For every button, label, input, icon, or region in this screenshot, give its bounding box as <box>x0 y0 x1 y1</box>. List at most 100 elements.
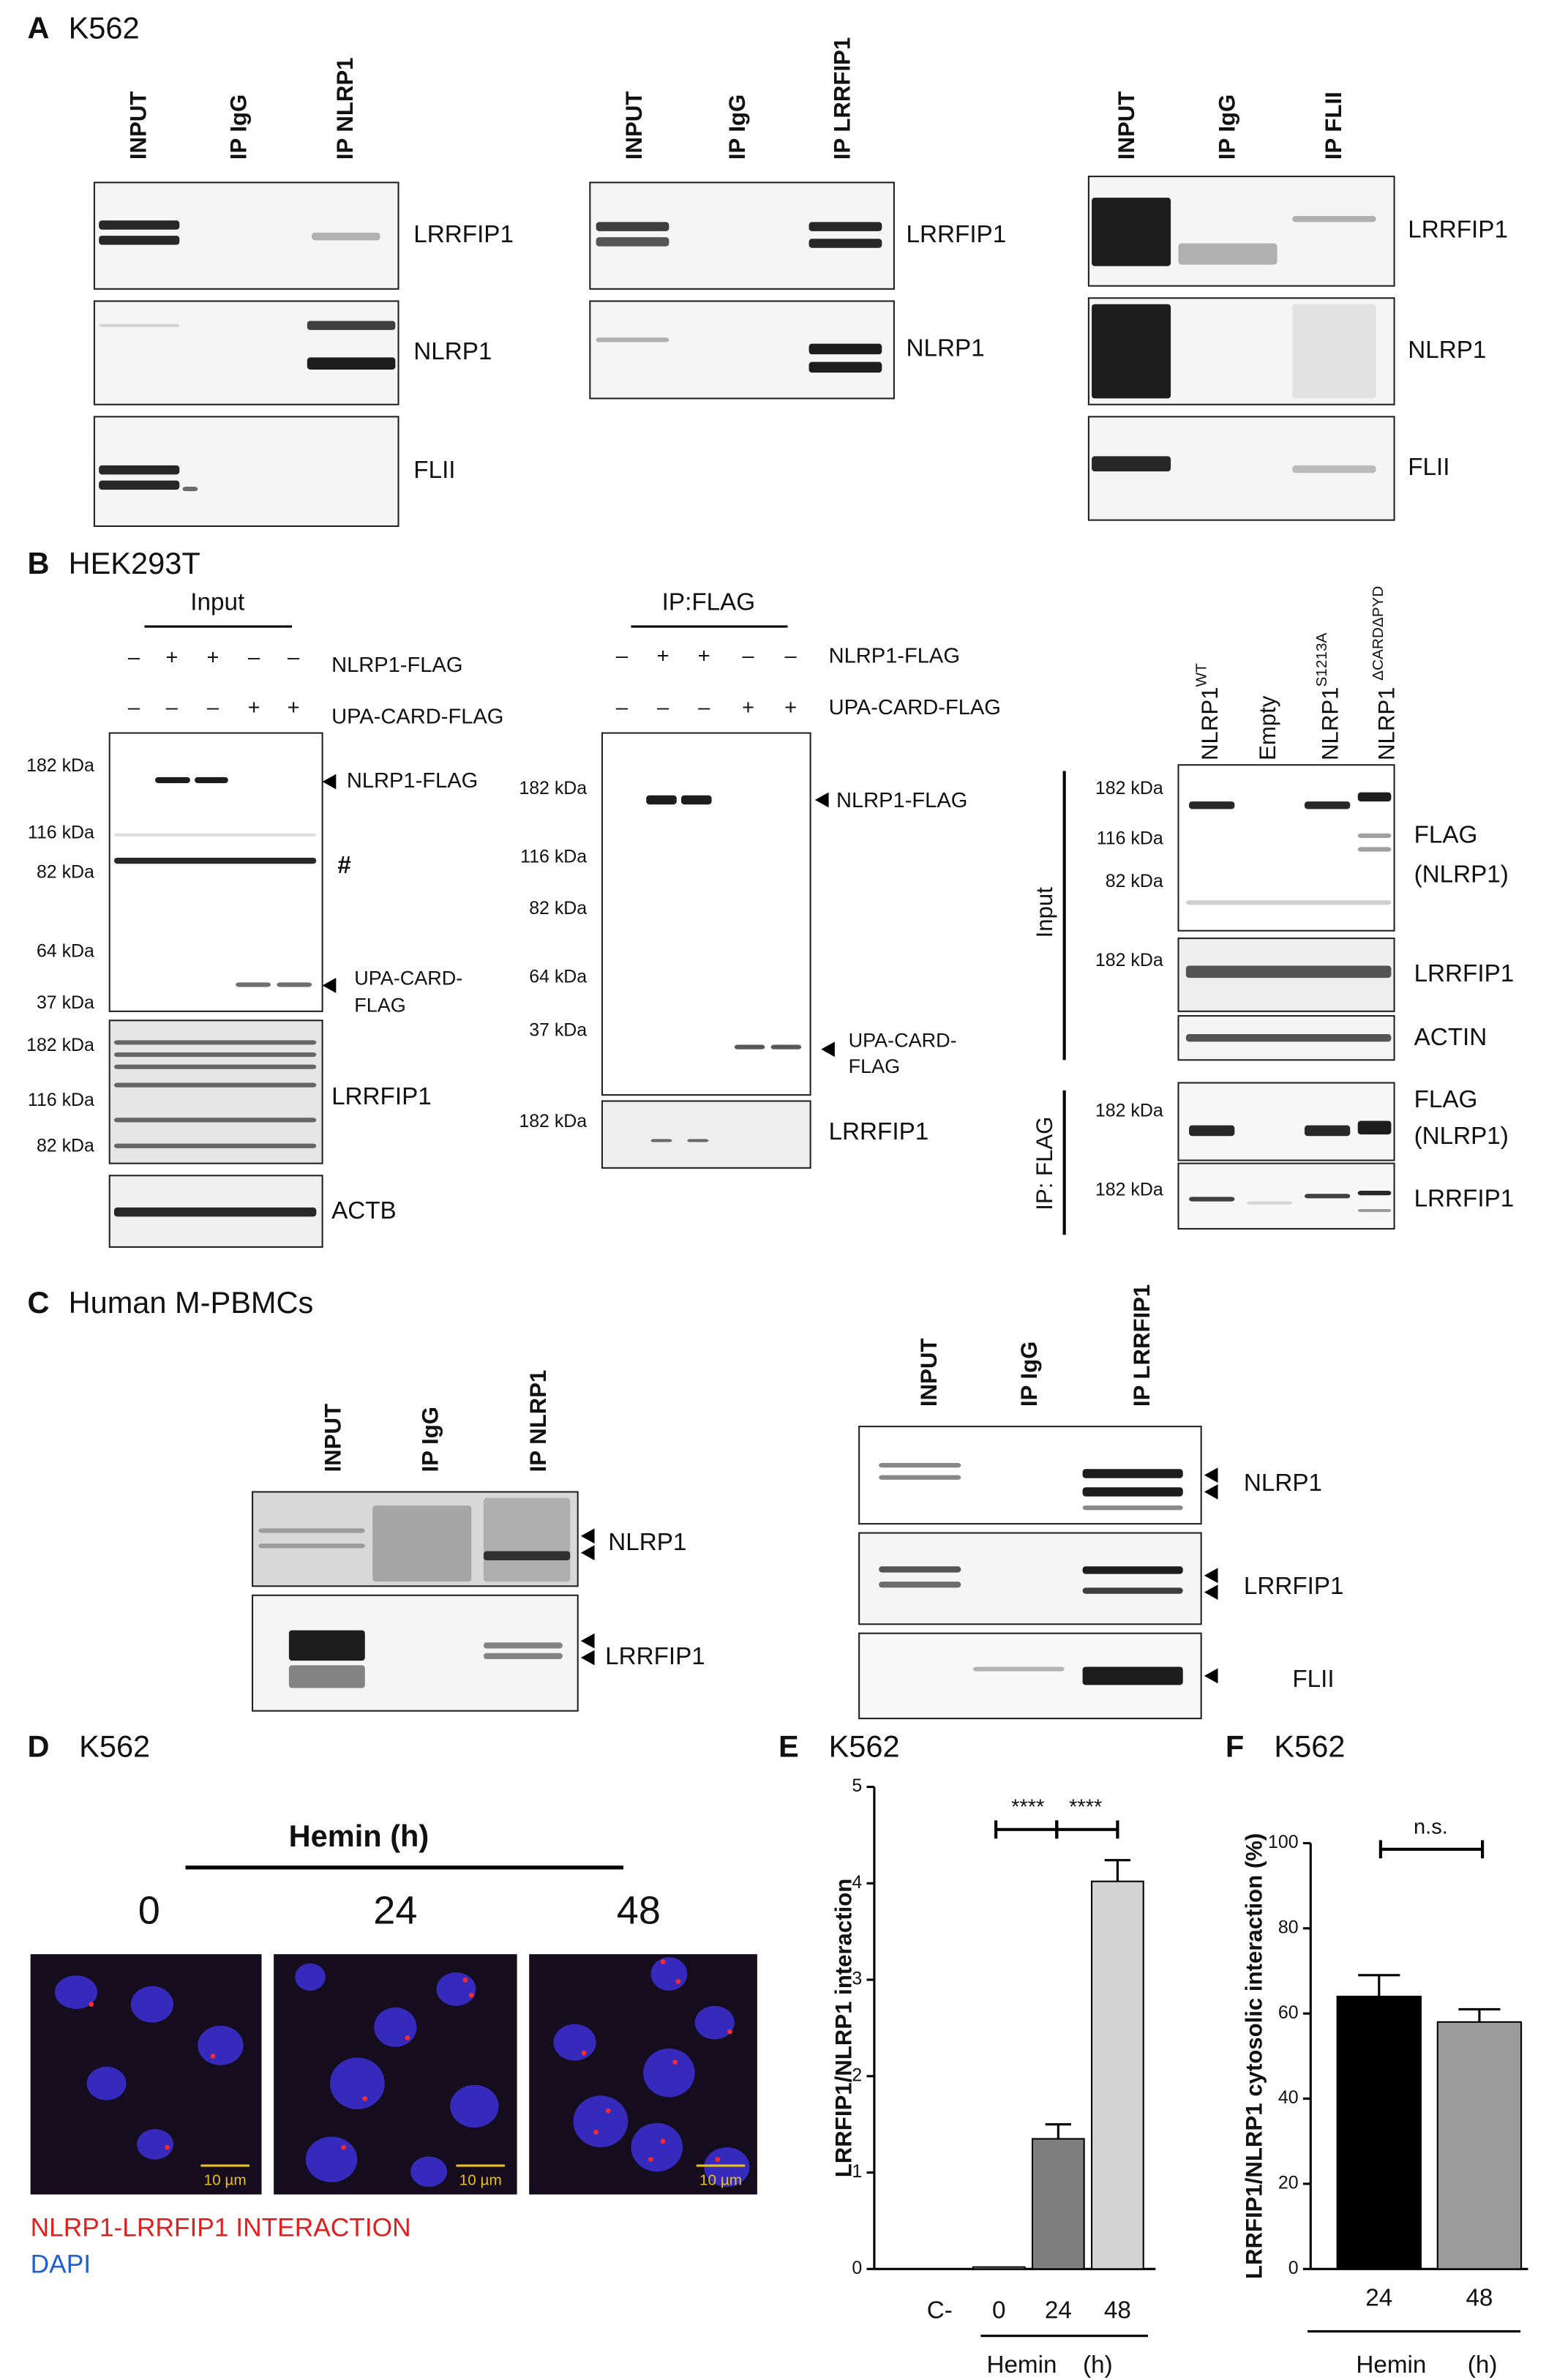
arrow-label: FLAG <box>354 995 406 1017</box>
band <box>1189 1197 1235 1202</box>
size-marker: 182 kDa <box>1095 778 1163 798</box>
interaction-dot <box>362 2096 368 2101</box>
lane-superscript: S1213A <box>1313 632 1330 686</box>
size-marker: 116 kDa <box>1097 828 1163 849</box>
sign: + <box>657 644 669 667</box>
y-tick-label: 40 <box>1278 2087 1299 2108</box>
band <box>307 321 396 330</box>
band <box>1292 304 1376 399</box>
size-marker: 82 kDa <box>37 861 94 882</box>
size-marker: 37 kDa <box>37 992 94 1013</box>
band <box>681 795 712 805</box>
bar <box>1336 1995 1422 2270</box>
cell-line: Human M-PBMCs <box>69 1285 314 1320</box>
cell-line: K562 <box>69 11 140 45</box>
y-tick-label: 1 <box>852 2161 862 2182</box>
arrow-label: UPA-CARD- <box>354 967 462 989</box>
arrowhead <box>322 774 337 790</box>
panel-letter: D <box>27 1729 49 1764</box>
arrowhead <box>580 1528 595 1544</box>
sign: – <box>128 696 140 719</box>
sign: – <box>785 644 798 667</box>
protein-label: NLRP1 <box>1408 337 1486 364</box>
error-bar <box>1104 1859 1131 1882</box>
band <box>483 1642 563 1649</box>
lane-name: NLRP1 <box>1373 681 1399 760</box>
nucleus <box>573 2095 629 2148</box>
band <box>687 1139 709 1142</box>
size-marker: 182 kDa <box>26 755 94 776</box>
panel-letter: C <box>27 1285 49 1320</box>
band <box>1082 1566 1183 1574</box>
nucleus <box>631 2122 683 2172</box>
panel-letter: B <box>27 546 49 580</box>
sign: – <box>166 696 179 719</box>
lane-label: IP NLRP1 <box>525 1370 551 1472</box>
band <box>1178 243 1278 265</box>
band <box>182 486 198 492</box>
band <box>1082 1505 1183 1511</box>
error-bar <box>1458 2007 1501 2022</box>
error-bar <box>1045 2123 1072 2139</box>
size-marker: 37 kDa <box>529 1019 587 1040</box>
unit-label: (h) <box>1083 2351 1113 2379</box>
nucleus <box>704 2147 750 2188</box>
construct-label: UPA-CARD-FLAG <box>331 705 503 728</box>
arrowhead <box>1204 1584 1218 1601</box>
band <box>1092 198 1171 266</box>
band <box>1357 1120 1392 1135</box>
scale-bar-label: 10 µm <box>204 2171 247 2188</box>
size-marker: 182 kDa <box>519 778 587 798</box>
band <box>113 1207 317 1217</box>
band <box>155 777 190 784</box>
group-label: Hemin <box>1356 2351 1426 2379</box>
cell-line: K562 <box>1274 1729 1345 1764</box>
band <box>1082 1487 1183 1497</box>
band <box>372 1505 472 1582</box>
panel-letter: A <box>27 11 49 45</box>
sign: – <box>288 645 300 669</box>
nucleus <box>137 2129 173 2160</box>
y-tick-label: 100 <box>1268 1832 1299 1852</box>
protein-label: NLRP1 <box>1244 1470 1322 1497</box>
size-marker: 64 kDa <box>37 940 94 961</box>
band <box>734 1044 765 1049</box>
band <box>646 795 677 805</box>
band <box>195 777 228 784</box>
arrowhead <box>1204 1568 1218 1584</box>
band <box>1189 801 1235 809</box>
nucleus <box>436 1972 476 2006</box>
interaction-dot <box>165 2144 170 2150</box>
band <box>483 1497 571 1582</box>
interaction-dot <box>593 2129 599 2135</box>
bar <box>1031 2138 1085 2270</box>
size-marker: 182 kDa <box>1095 1180 1163 1200</box>
lane-superscript: ΔCARDΔPYD <box>1370 586 1387 681</box>
lane-label: IP LRRFIP1 <box>830 37 855 160</box>
arrowhead <box>821 1041 835 1058</box>
size-marker: 82 kDa <box>1106 871 1163 891</box>
protein-label: LRRFIP1 <box>1414 960 1515 987</box>
blot-panel <box>108 732 323 1012</box>
band <box>1092 304 1171 399</box>
protein-label: LRRFIP1 <box>829 1118 929 1145</box>
lane-label: INPUT <box>621 91 647 160</box>
blot-header: Input <box>190 589 244 616</box>
size-marker: 116 kDa <box>520 847 587 867</box>
protein-label: (NLRP1) <box>1414 861 1509 888</box>
protein-label: (NLRP1) <box>1414 1123 1509 1150</box>
sign: – <box>698 696 710 719</box>
legend-label: DAPI <box>31 2250 91 2278</box>
protein-label: NLRP1 <box>608 1529 686 1556</box>
scale-bar-label: 10 µm <box>459 2171 502 2188</box>
interaction-dot <box>660 2138 666 2144</box>
protein-label: LRRFIP1 <box>331 1083 432 1110</box>
arrow-label: # <box>337 852 350 879</box>
sign: + <box>207 645 220 669</box>
band <box>113 1052 317 1058</box>
blot-panel <box>589 182 895 290</box>
cell-line: HEK293T <box>69 546 200 580</box>
band <box>1357 792 1392 802</box>
protein-label: LRRFIP1 <box>1414 1185 1515 1212</box>
